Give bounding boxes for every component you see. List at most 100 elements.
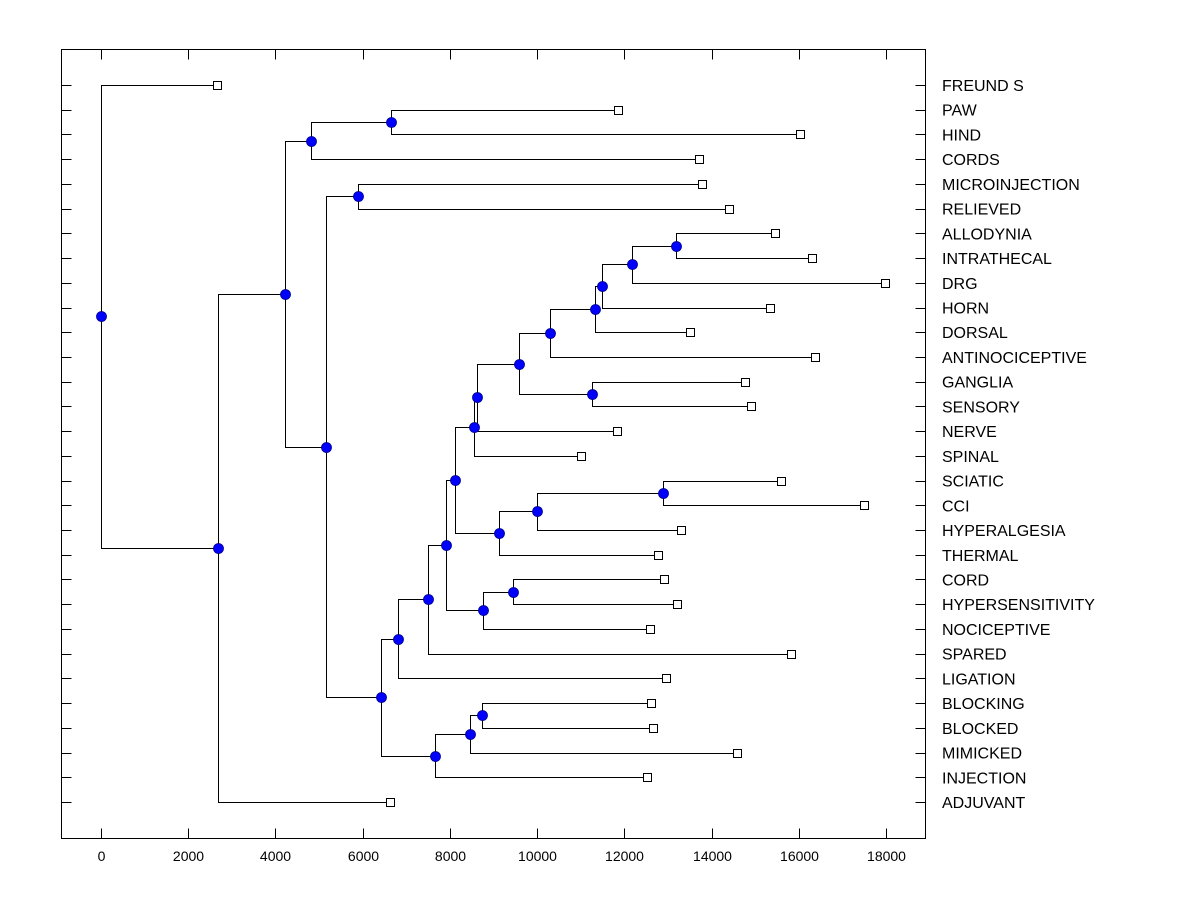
dendrogram-edge — [592, 394, 753, 407]
dendrogram-edge — [663, 481, 783, 494]
cluster-node — [532, 506, 543, 517]
cluster-node — [671, 241, 682, 252]
cluster-node — [441, 540, 452, 551]
dendrogram-edge — [550, 309, 596, 334]
leaf-marker — [771, 229, 780, 238]
dendrogram-edge — [398, 639, 668, 679]
x-tick-label: 12000 — [605, 848, 644, 864]
leaf-marker — [647, 699, 656, 708]
dendrogram-edge — [513, 592, 679, 605]
cluster-node — [590, 304, 601, 315]
cluster-node — [386, 117, 397, 128]
leaf-label: DRG — [942, 276, 978, 293]
leaf-marker — [881, 279, 890, 288]
dendrogram-edge — [602, 264, 633, 287]
leaf-label: INJECTION — [942, 770, 1026, 787]
x-tick-label: 6000 — [348, 848, 379, 864]
dendrogram-edge — [398, 599, 429, 640]
leaf-label: BLOCKING — [942, 696, 1025, 713]
cluster-node — [627, 259, 638, 270]
leaf-marker — [654, 551, 663, 560]
leaf-marker — [577, 452, 586, 461]
dendrogram-edge — [428, 599, 793, 655]
cluster-node — [376, 692, 387, 703]
leaf-label: ALLODYNIA — [942, 226, 1032, 243]
leaf-label: ADJUVANT — [942, 795, 1025, 812]
dendrogram-edge — [483, 592, 514, 611]
dendrogram-edge — [435, 756, 649, 778]
leaf-marker — [733, 749, 742, 758]
dendrogram-edge — [326, 447, 382, 698]
leaf-marker — [643, 773, 652, 782]
leaf-label: LIGATION — [942, 671, 1016, 688]
x-tick-label: 8000 — [435, 848, 466, 864]
leaf-label: THERMAL — [942, 548, 1019, 565]
leaf-label: HYPERSENSITIVITY — [942, 597, 1095, 614]
dendrogram-edge — [595, 309, 692, 333]
dendrogram-edge — [446, 545, 484, 611]
dendrogram-edge — [455, 427, 475, 481]
leaf-label: DORSAL — [942, 325, 1008, 342]
dendrogram-edge — [513, 579, 666, 593]
dendrogram-edge — [435, 734, 471, 757]
dendrogram-edge — [391, 110, 620, 123]
cluster-node — [472, 392, 483, 403]
dendrogram-edge — [592, 382, 747, 395]
dendrogram-edge — [470, 734, 739, 754]
cluster-node — [658, 488, 669, 499]
leaf-marker — [747, 402, 756, 411]
cluster-node — [213, 543, 224, 554]
leaf-marker — [677, 526, 686, 535]
leaf-marker — [614, 106, 623, 115]
dendrogram-edge — [311, 122, 392, 142]
dendrogram-edge — [537, 511, 683, 531]
leaf-marker — [787, 650, 796, 659]
leaf-label: INTRATHECAL — [942, 251, 1052, 268]
leaf-label: NOCICEPTIVE — [942, 622, 1050, 639]
dendrogram-edge — [632, 246, 677, 265]
dendrogram-edge — [519, 333, 551, 365]
dendrogram-edge — [358, 196, 731, 210]
dendrogram-edge — [391, 122, 802, 135]
leaf-label: NERVE — [942, 424, 997, 441]
y-axis-ticks-right — [915, 85, 926, 803]
dendrogram-edge — [482, 703, 653, 716]
leaf-marker — [860, 501, 869, 510]
dendrogram-edge — [499, 511, 538, 534]
leaf-marker — [777, 477, 786, 486]
leaf-marker — [811, 353, 820, 362]
cluster-node — [430, 751, 441, 762]
leaf-label: PAW — [942, 103, 978, 120]
leaf-label: RELIEVED — [942, 202, 1021, 219]
leaf-marker — [686, 328, 695, 337]
leaf-marker — [646, 625, 655, 634]
leaf-label: SENSORY — [942, 399, 1020, 416]
dendrogram-edge — [632, 264, 887, 284]
dendrogram-edge — [285, 141, 312, 295]
cluster-node — [587, 389, 598, 400]
leaf-marker — [613, 427, 622, 436]
cluster-node — [280, 289, 291, 300]
dendrogram-edge — [311, 141, 701, 160]
cluster-node — [597, 281, 608, 292]
leaf-marker — [766, 304, 775, 313]
dendrogram-edge — [381, 639, 399, 698]
cluster-node — [353, 191, 364, 202]
dendrogram-edge — [676, 246, 814, 259]
leaf-label: SPARED — [942, 647, 1007, 664]
leaf-label: FREUND S — [942, 78, 1024, 95]
dendrogram-edge — [550, 333, 817, 358]
cluster-node — [465, 729, 476, 740]
dendrogram-edge — [285, 294, 327, 448]
node-markers — [96, 117, 682, 762]
dendrogram-edge — [446, 480, 456, 546]
leaf-marker — [649, 724, 658, 733]
leaf-label: GANGLIA — [942, 375, 1013, 392]
dendrogram-edge — [428, 545, 447, 600]
dendrogram-edge — [663, 493, 866, 506]
x-axis-tick-labels: 0 2000 4000 6000 8000 10000 12000 14000 16000 180… — [98, 848, 907, 864]
y-axis-ticks-left — [61, 85, 72, 803]
leaf-label: SCIATIC — [942, 474, 1004, 491]
dendrogram-edge — [101, 85, 219, 317]
leaf-marker — [796, 130, 805, 139]
